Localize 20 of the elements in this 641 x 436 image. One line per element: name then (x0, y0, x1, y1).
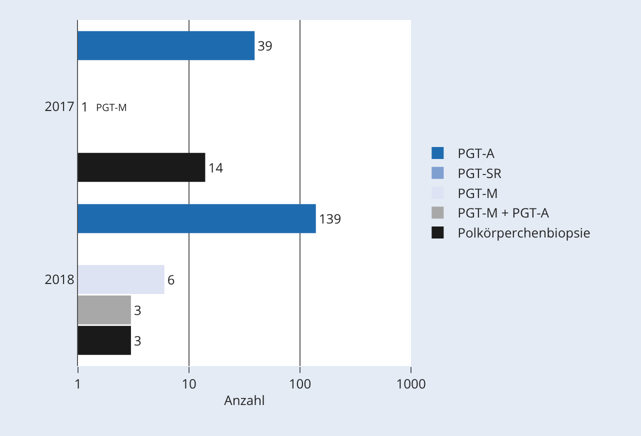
data-label: 139 (318, 210, 342, 228)
legend-label: PGT-SR (458, 164, 502, 182)
data-label: 1 (81, 98, 88, 116)
data-label: 14 (208, 158, 224, 176)
x-axis-title: Anzahl (224, 391, 265, 410)
legend-label: PGT-M + PGT-A (458, 204, 550, 222)
y-tick-label: 2018 (44, 270, 74, 288)
x-tick-label: 1 (74, 374, 82, 393)
y-tick-label: 2017 (44, 97, 74, 116)
legend-label: PGT-A (458, 144, 496, 162)
x-tick-label: 10 (182, 374, 196, 393)
x-tick-label: 100 (288, 374, 312, 393)
annotation: PGT-M (96, 100, 128, 114)
legend-label: Polkörperchenbiopsie (458, 224, 590, 242)
legend-label: PGT-M (458, 184, 498, 202)
x-tick-label: 1000 (396, 374, 426, 393)
data-label: 6 (167, 270, 175, 288)
data-label: 3 (134, 300, 142, 319)
data-label: 39 (258, 36, 272, 55)
data-label: 3 (134, 331, 142, 350)
